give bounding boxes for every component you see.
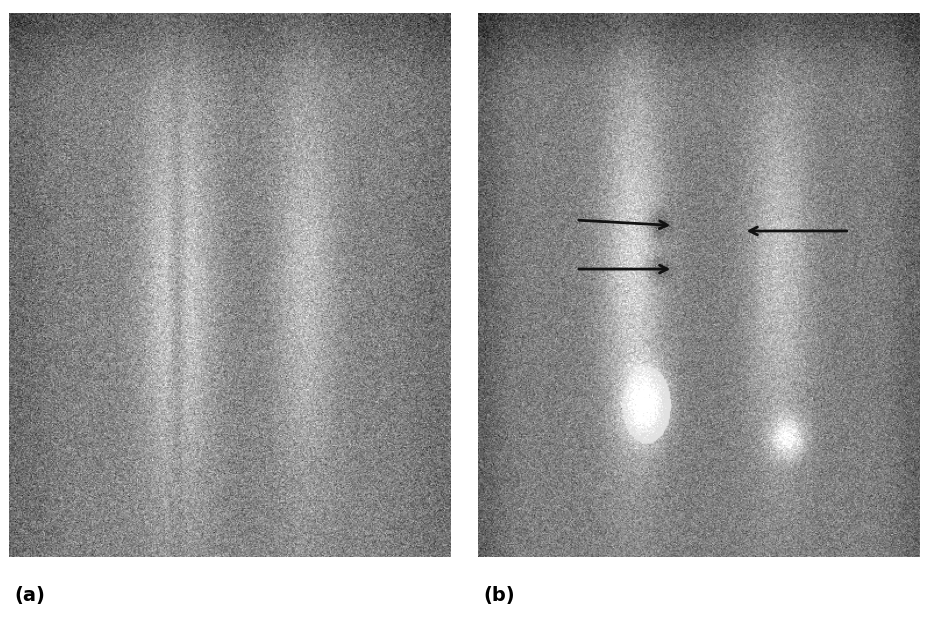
Text: (b): (b) (483, 586, 514, 605)
Text: (a): (a) (14, 586, 45, 605)
